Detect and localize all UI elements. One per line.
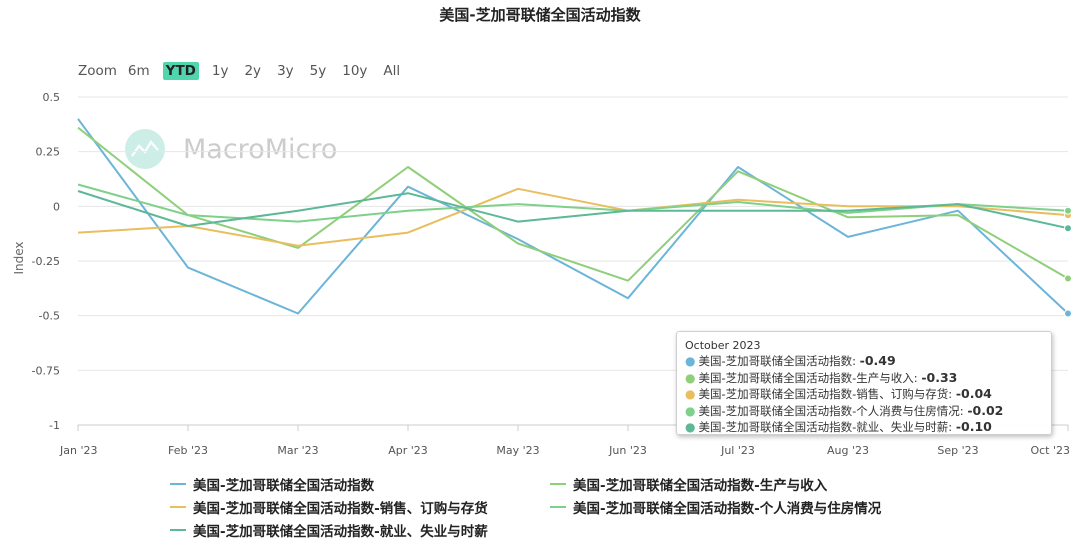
legend-item-production-income[interactable]: 美国-芝加哥联储全国活动指数-生产与收入 [550,474,950,494]
chart-title: 美国-芝加哥联储全国活动指数 [439,6,641,24]
legend-item-sales-orders-inventories[interactable]: 美国-芝加哥联储全国活动指数-销售、订购与存货 [170,497,550,517]
tooltip-row: ● 美国-芝加哥联储全国活动指数: -0.49 [685,353,1043,370]
legend-swatch [550,483,566,485]
x-tick-label: May '23 [496,444,539,457]
zoom-all-button[interactable]: All [383,63,401,79]
zoom-range-selector: Zoom 6m YTD 1y 2y 3y 5y 10y All [78,60,413,82]
x-tick-label: Aug '23 [827,444,869,457]
legend-label: 美国-芝加哥联储全国活动指数-就业、失业与时薪 [193,524,488,540]
y-tick-label: -0.5 [39,310,60,323]
tooltip-row-value: -0.04 [955,386,992,401]
tooltip-row: ● 美国-芝加哥联储全国活动指数-就业、失业与时薪: -0.10 [685,419,1043,436]
legend-item-main-index[interactable]: 美国-芝加哥联储全国活动指数 [170,474,550,494]
tooltip-row-value: -0.02 [967,402,1004,418]
tooltip: October 2023 ● 美国-芝加哥联储全国活动指数: -0.49 ● 美国-… [676,331,1052,435]
tooltip-row-value: -0.33 [921,369,958,385]
legend-label: 美国-芝加哥联储全国活动指数 [193,478,375,494]
x-tick-label: Oct '23 [1030,444,1070,457]
x-tick-label: Jul '23 [720,444,755,457]
zoom-5y-button[interactable]: 5y [309,63,327,79]
series-lines [77,118,1069,315]
legend: 美国-芝加哥联储全国活动指数 美国-芝加哥联储全国活动指数-生产与收入 美国-芝… [170,474,970,540]
y-axis: 0.5 0.25 0 -0.25 -0.5 -0.75 -1 [32,91,60,432]
series-point-1 [1064,274,1072,283]
tooltip-row-label: 美国-芝加哥联储全国活动指数-生产与收入: [698,370,918,385]
series-dot-icon: ● [685,420,696,434]
watermark-logo-icon [125,129,165,169]
series-line-1 [77,126,1069,282]
hover-markers [1064,206,1072,318]
series-point-3 [1064,206,1072,215]
watermark: MacroMicro [125,129,337,169]
tooltip-row: ● 美国-芝加哥联储全国活动指数-个人消费与住房情况: -0.02 [685,403,1043,420]
zoom-6m-button[interactable]: 6m [127,63,150,79]
tooltip-row-label: 美国-芝加哥联储全国活动指数-就业、失业与时薪: [698,420,953,434]
series-line-2 [77,187,1069,247]
legend-label: 美国-芝加哥联储全国活动指数-生产与收入 [573,478,828,494]
tooltip-row-label: 美国-芝加哥联储全国活动指数-个人消费与住房情况: [698,403,964,418]
legend-swatch [170,483,186,485]
legend-swatch [170,529,186,531]
x-tick-label: Apr '23 [388,444,428,457]
series-dot-icon: ● [685,354,696,368]
legend-item-consumption-housing[interactable]: 美国-芝加哥联储全国活动指数-个人消费与住房情况 [550,497,950,517]
legend-swatch [550,506,566,508]
zoom-ytd-button[interactable]: YTD [162,62,199,80]
x-tick-label: Mar '23 [277,444,318,457]
x-tick-label: Jun '23 [608,444,647,457]
series-line-0 [77,118,1069,315]
tooltip-header: October 2023 [685,339,761,352]
tooltip-row: ● 美国-芝加哥联储全国活动指数-生产与收入: -0.33 [685,370,1043,387]
y-tick-label: 0.25 [36,146,61,159]
zoom-10y-button[interactable]: 10y [342,63,368,79]
legend-label: 美国-芝加哥联储全国活动指数-个人消费与住房情况 [573,501,882,517]
zoom-label: Zoom [78,63,117,79]
series-dot-icon: ● [685,370,696,385]
watermark-text: MacroMicro [183,134,337,165]
legend-item-employment-hours[interactable]: 美国-芝加哥联储全国活动指数-就业、失业与时薪 [170,520,550,540]
x-tick-label: Sep '23 [937,444,978,457]
x-tick-label: Feb '23 [168,444,208,457]
y-tick-label: -0.25 [32,255,60,268]
x-tick-label: Jan '23 [59,444,97,457]
tooltip-row: ● 美国-芝加哥联储全国活动指数-销售、订购与存货: -0.04 [685,386,1043,403]
zoom-1y-button[interactable]: 1y [211,63,229,79]
tooltip-row-label: 美国-芝加哥联储全国活动指数-销售、订购与存货: [698,387,953,401]
legend-label: 美国-芝加哥联储全国活动指数-销售、订购与存货 [193,501,488,517]
y-tick-label: -0.75 [32,364,60,377]
y-tick-label: -1 [49,419,60,432]
y-tick-label: 0.5 [43,91,61,104]
legend-swatch [170,506,186,508]
series-dot-icon: ● [685,387,696,401]
tooltip-row-value: -0.10 [955,419,992,434]
y-axis-title: Index [12,241,26,274]
y-tick-label: 0 [53,200,60,213]
series-point-0 [1064,309,1072,318]
tooltip-row-label: 美国-芝加哥联储全国活动指数: [698,354,857,368]
series-point-4 [1064,224,1072,233]
tooltip-row-value: -0.49 [859,353,896,368]
series-line-4 [77,190,1069,230]
series-dot-icon: ● [685,403,696,418]
zoom-2y-button[interactable]: 2y [244,63,262,79]
zoom-3y-button[interactable]: 3y [277,63,294,79]
